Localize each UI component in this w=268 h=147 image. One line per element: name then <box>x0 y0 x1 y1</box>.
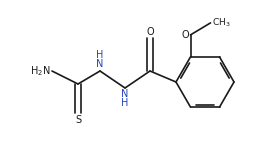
Text: H: H <box>96 50 104 60</box>
Text: CH$_3$: CH$_3$ <box>211 17 230 29</box>
Text: H: H <box>121 98 129 108</box>
Text: H$_2$N: H$_2$N <box>29 64 50 78</box>
Text: N: N <box>121 89 129 99</box>
Text: O: O <box>182 30 189 40</box>
Text: O: O <box>146 27 154 37</box>
Text: S: S <box>75 115 81 125</box>
Text: N: N <box>96 59 104 69</box>
